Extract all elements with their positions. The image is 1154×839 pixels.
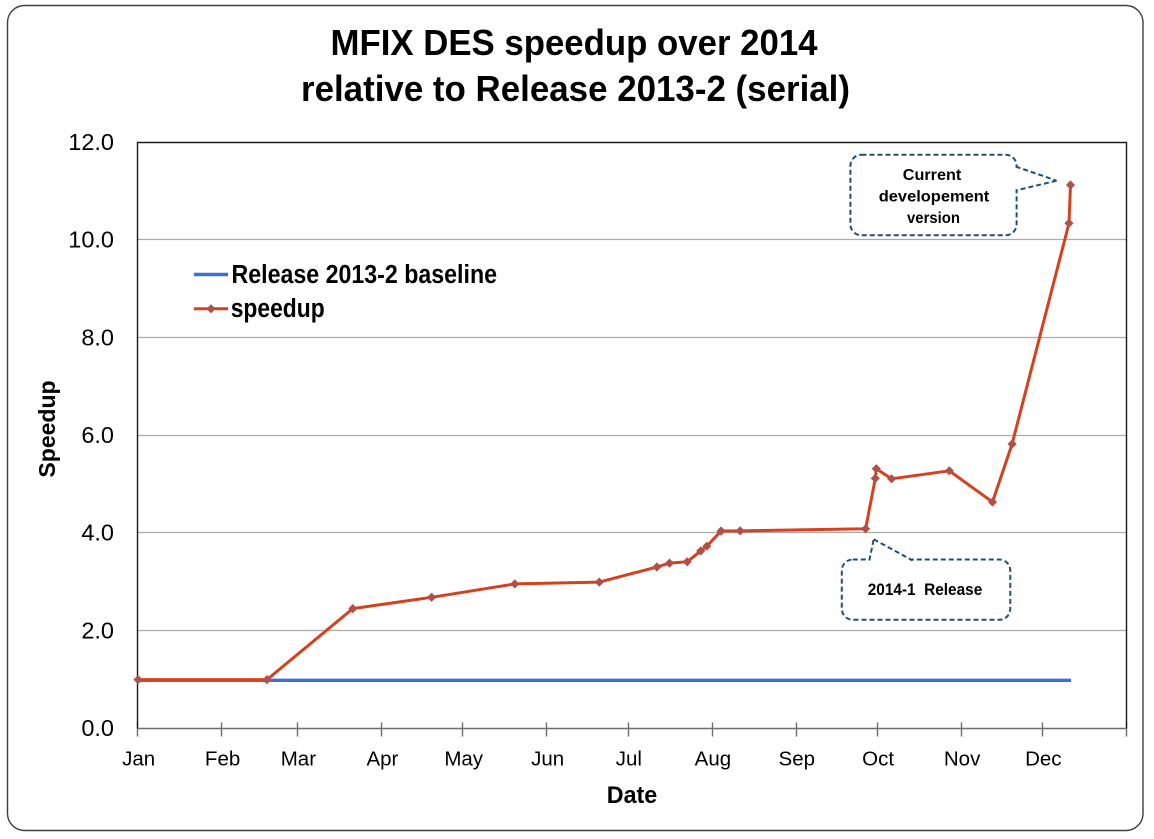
svg-text:2014-1 Release: 2014-1 Release [868,581,983,599]
svg-text:Speedup: Speedup [34,380,60,477]
svg-text:Date: Date [607,782,658,809]
svg-text:6.0: 6.0 [81,422,114,448]
svg-text:developement: developement [879,189,990,206]
svg-text:Jul: Jul [616,748,642,771]
svg-text:Release 2013-2 baseline: Release 2013-2 baseline [232,261,498,289]
svg-text:May: May [444,748,483,771]
svg-text:relative to Release 2013-2 (se: relative to Release 2013-2 (serial) [301,68,850,109]
svg-text:Jun: Jun [531,748,564,771]
svg-text:Dec: Dec [1025,748,1061,771]
svg-text:Aug: Aug [695,748,731,771]
svg-text:Mar: Mar [281,748,316,771]
svg-text:Oct: Oct [862,748,894,771]
svg-text:4.0: 4.0 [81,520,114,546]
svg-text:MFIX DES speedup over 2014: MFIX DES speedup over 2014 [331,22,819,63]
svg-text:12.0: 12.0 [68,129,114,155]
svg-text:0.0: 0.0 [81,715,114,741]
svg-text:Apr: Apr [366,748,398,771]
svg-text:Current: Current [903,167,962,184]
svg-text:2.0: 2.0 [81,617,114,643]
svg-text:version: version [907,210,960,227]
svg-text:speedup: speedup [231,295,325,323]
svg-text:Feb: Feb [205,748,240,771]
svg-text:Jan: Jan [122,748,155,771]
svg-text:Sep: Sep [779,748,815,771]
svg-text:Nov: Nov [944,748,981,771]
svg-text:10.0: 10.0 [68,227,114,253]
svg-text:8.0: 8.0 [81,324,114,350]
